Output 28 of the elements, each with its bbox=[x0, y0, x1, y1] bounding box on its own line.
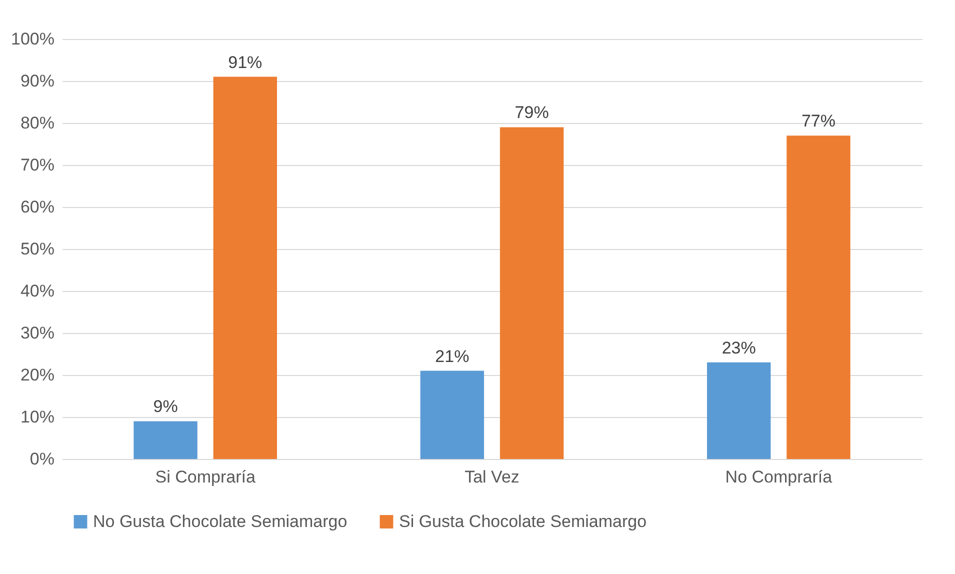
text: 23% bbox=[722, 338, 756, 358]
x-tick-label: Si Compraría bbox=[155, 468, 256, 486]
x-tick-label: No Compraría bbox=[725, 468, 833, 486]
y-tick-label: 40% bbox=[20, 282, 54, 300]
text: 21% bbox=[435, 346, 470, 366]
text: 91% bbox=[228, 52, 262, 72]
bar bbox=[500, 127, 564, 459]
bar bbox=[134, 421, 198, 459]
bar bbox=[213, 76, 277, 459]
y-tick-label: 50% bbox=[20, 240, 54, 258]
y-tick-label: 10% bbox=[20, 408, 54, 426]
y-tick-label: 0% bbox=[30, 450, 54, 468]
y-tick-label: 20% bbox=[20, 366, 54, 384]
text: 9% bbox=[153, 397, 178, 416]
y-tick-label: 100% bbox=[11, 30, 54, 48]
legend-label: No Gusta Chocolate Semiamargo bbox=[93, 512, 348, 531]
y-tick-label: 80% bbox=[20, 114, 54, 132]
bar bbox=[420, 370, 484, 459]
text: 79% bbox=[514, 103, 549, 122]
y-tick-label: 70% bbox=[20, 156, 54, 174]
bar bbox=[707, 362, 771, 459]
text: 77% bbox=[801, 112, 836, 131]
legend-label: Si Gusta Chocolate Semiamargo bbox=[399, 512, 647, 531]
bar bbox=[786, 136, 850, 459]
y-tick-label: 60% bbox=[20, 198, 54, 216]
y-tick-label: 30% bbox=[20, 324, 54, 342]
x-tick-label: Tal Vez bbox=[464, 468, 520, 486]
y-tick-label: 90% bbox=[20, 72, 54, 90]
